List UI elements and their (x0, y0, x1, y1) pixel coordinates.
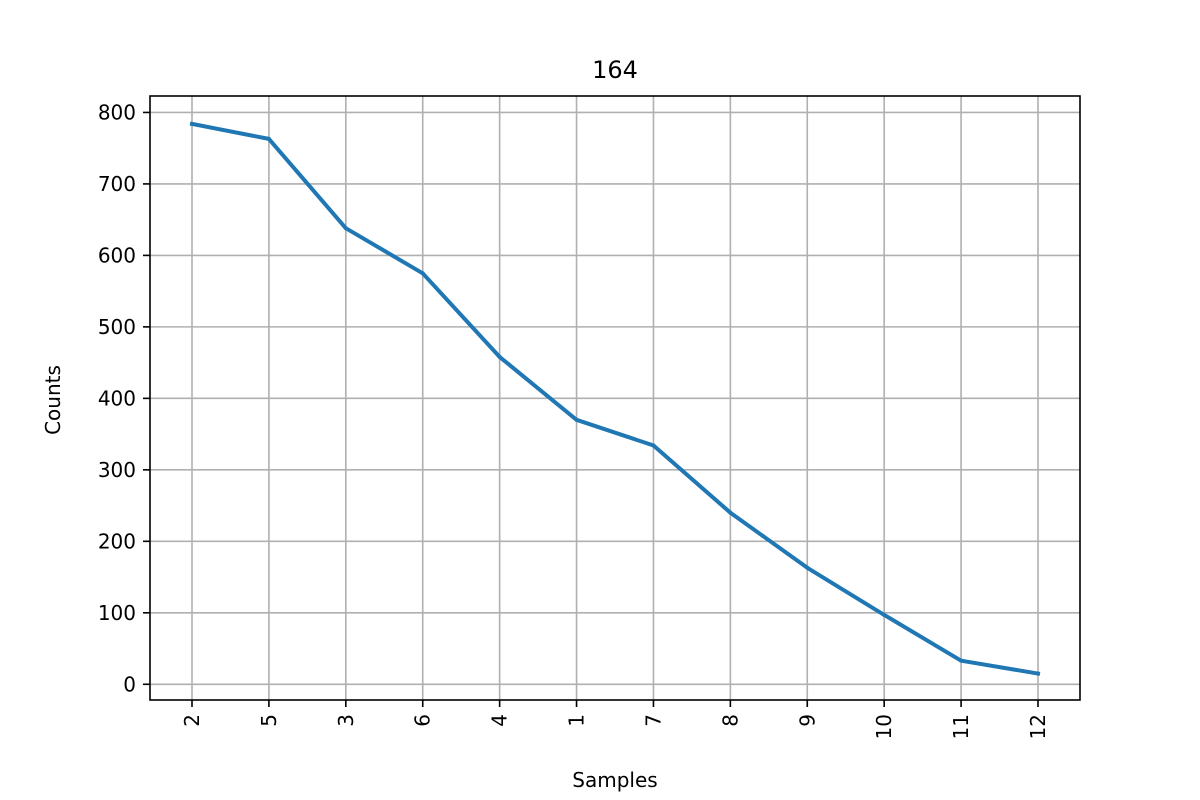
y-axis: 0 100 200 300 400 500 600 700 800 (98, 100, 150, 696)
y-tick-label: 800 (98, 100, 136, 124)
series-line (189, 121, 1041, 676)
data-point (266, 136, 271, 141)
x-axis-label: Samples (572, 768, 657, 792)
x-tick-label: 4 (488, 714, 512, 727)
x-tick-label: 11 (949, 714, 973, 739)
x-tick-label: 12 (1026, 714, 1050, 739)
grid (150, 96, 1080, 700)
data-point (190, 121, 194, 126)
y-tick-label: 0 (123, 672, 136, 696)
x-tick-label: 2 (180, 714, 204, 727)
x-tick-label: 9 (795, 714, 819, 727)
x-tick-label: 3 (334, 714, 358, 727)
y-tick-label: 200 (98, 529, 136, 553)
data-point (651, 443, 656, 448)
y-tick-label: 300 (98, 458, 136, 482)
data-point (728, 510, 733, 515)
y-tick-label: 400 (98, 386, 136, 410)
x-axis: 2 5 3 6 4 1 7 8 9 10 11 12 (180, 700, 1050, 739)
x-tick-label: 7 (641, 714, 665, 727)
y-axis-label: Counts (41, 365, 65, 435)
x-tick-label: 6 (411, 714, 435, 727)
data-point (497, 354, 502, 359)
data-point (882, 612, 887, 617)
data-point (420, 271, 425, 276)
chart-title: 164 (592, 56, 638, 84)
data-point (574, 417, 579, 422)
y-tick-label: 600 (98, 243, 136, 267)
data-point (1036, 671, 1040, 676)
data-point (805, 565, 810, 570)
y-tick-label: 100 (98, 601, 136, 625)
x-tick-label: 1 (565, 714, 589, 727)
series-layer (189, 121, 1041, 676)
y-tick-label: 700 (98, 172, 136, 196)
x-tick-label: 8 (718, 714, 742, 727)
x-tick-label: 10 (872, 714, 896, 739)
x-tick-label: 5 (257, 714, 281, 727)
data-point (959, 658, 964, 663)
y-tick-label: 500 (98, 315, 136, 339)
data-point (343, 226, 348, 231)
